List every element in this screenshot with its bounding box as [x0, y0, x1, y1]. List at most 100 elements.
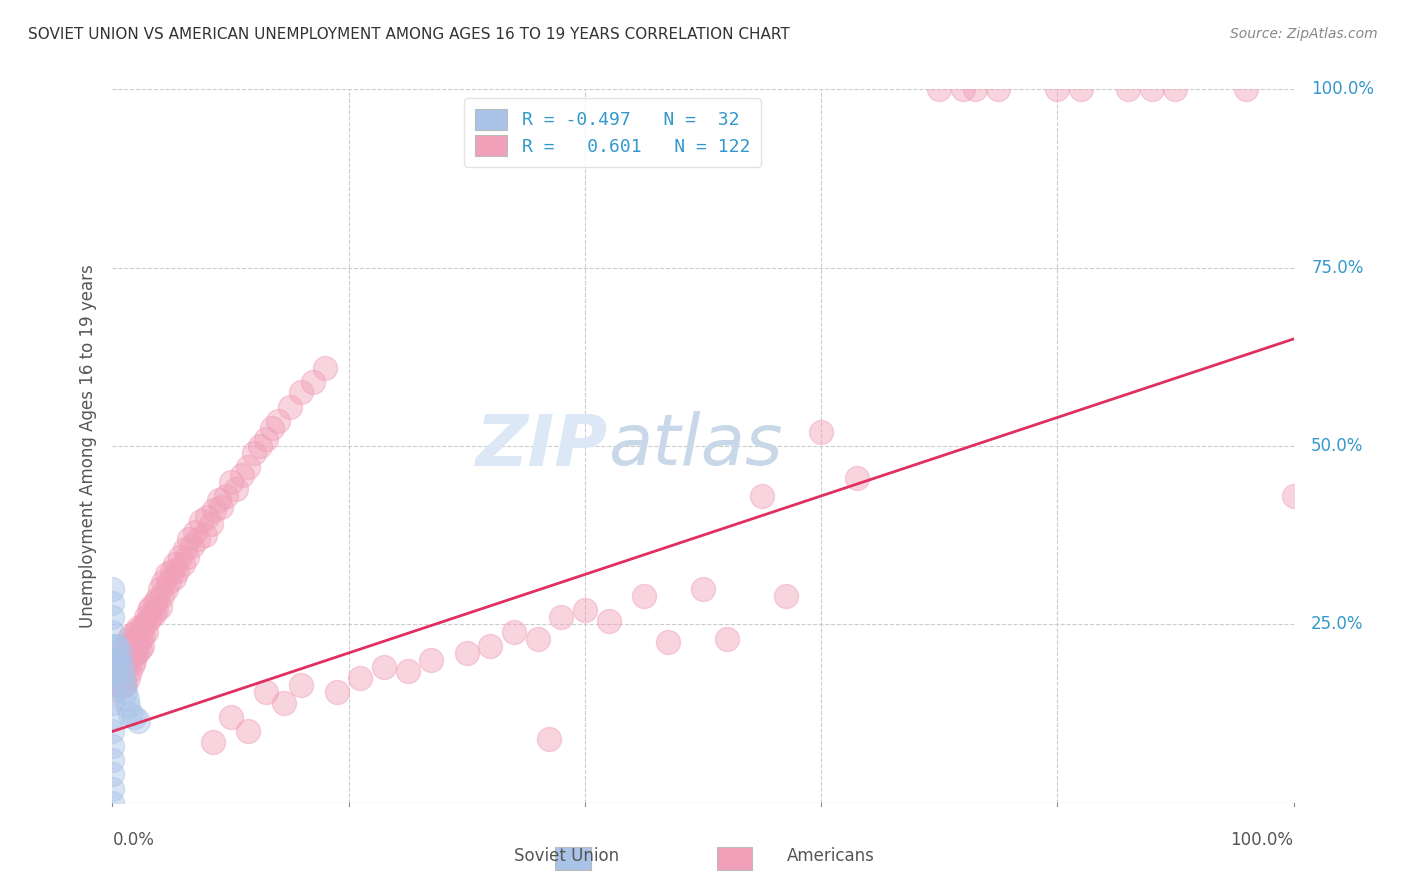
Point — [118, 632, 141, 646]
Point — [142, 607, 165, 621]
Point — [110, 678, 132, 692]
Point — [101, 796, 124, 810]
Point — [135, 624, 157, 639]
Text: SOVIET UNION VS AMERICAN UNEMPLOYMENT AMONG AGES 16 TO 19 YEARS CORRELATION CHAR: SOVIET UNION VS AMERICAN UNEMPLOYMENT AM… — [28, 27, 790, 42]
Point — [134, 617, 156, 632]
Point — [129, 632, 152, 646]
Point — [121, 642, 143, 657]
Point — [254, 685, 277, 699]
Point — [633, 589, 655, 603]
Legend: R = -0.497   N =  32, R =   0.601   N = 122: R = -0.497 N = 32, R = 0.601 N = 122 — [464, 98, 761, 167]
Point — [135, 610, 157, 624]
Point — [124, 646, 146, 660]
Point — [396, 664, 419, 678]
Point — [716, 632, 738, 646]
Point — [267, 414, 290, 428]
Point — [138, 603, 160, 617]
Point — [349, 671, 371, 685]
Point — [657, 635, 679, 649]
Point — [526, 632, 548, 646]
Point — [302, 375, 325, 389]
Point — [165, 557, 187, 571]
Point — [273, 696, 295, 710]
Point — [149, 582, 172, 596]
Point — [117, 657, 139, 671]
Point — [114, 678, 136, 692]
Point — [190, 514, 212, 528]
Point — [111, 671, 134, 685]
Point — [136, 614, 159, 628]
Text: Soviet Union: Soviet Union — [513, 847, 619, 865]
Point — [598, 614, 620, 628]
Point — [176, 549, 198, 564]
Point — [290, 678, 312, 692]
Point — [155, 582, 177, 596]
Point — [131, 621, 153, 635]
Point — [101, 753, 124, 767]
Point — [101, 667, 124, 681]
Point — [231, 467, 253, 482]
Point — [184, 524, 207, 539]
Point — [101, 710, 124, 724]
Point — [122, 635, 145, 649]
Point — [420, 653, 443, 667]
Point — [107, 653, 129, 667]
Point — [1070, 82, 1092, 96]
Text: 75.0%: 75.0% — [1312, 259, 1364, 277]
Point — [373, 660, 395, 674]
Point — [219, 710, 242, 724]
Point — [120, 706, 142, 721]
Point — [179, 532, 201, 546]
Point — [101, 781, 124, 796]
Point — [127, 646, 149, 660]
Point — [225, 482, 247, 496]
Point — [186, 532, 208, 546]
Point — [928, 82, 950, 96]
Point — [194, 528, 217, 542]
Point — [574, 603, 596, 617]
Point — [550, 610, 572, 624]
Point — [112, 671, 135, 685]
Point — [101, 596, 124, 610]
Point — [209, 500, 232, 514]
Point — [200, 517, 222, 532]
Point — [115, 692, 138, 706]
Point — [180, 539, 202, 553]
Point — [215, 489, 238, 503]
Point — [105, 653, 128, 667]
Point — [105, 678, 128, 692]
Point — [105, 639, 128, 653]
Point — [132, 628, 155, 642]
Point — [112, 671, 135, 685]
Text: Source: ZipAtlas.com: Source: ZipAtlas.com — [1230, 27, 1378, 41]
Point — [120, 642, 142, 657]
Point — [104, 639, 127, 653]
Point — [692, 582, 714, 596]
Point — [503, 624, 526, 639]
Point — [118, 646, 141, 660]
Point — [152, 574, 174, 589]
Point — [124, 632, 146, 646]
Point — [538, 731, 561, 746]
Point — [107, 671, 129, 685]
Point — [160, 564, 183, 578]
Point — [101, 610, 124, 624]
Point — [114, 660, 136, 674]
Point — [117, 699, 139, 714]
Point — [127, 635, 149, 649]
Point — [101, 674, 124, 689]
Text: ZIP: ZIP — [477, 411, 609, 481]
Point — [1164, 82, 1187, 96]
Point — [101, 653, 124, 667]
Point — [110, 664, 132, 678]
Point — [104, 653, 127, 667]
Point — [141, 599, 163, 614]
Point — [278, 400, 301, 414]
Point — [260, 421, 283, 435]
Text: 50.0%: 50.0% — [1312, 437, 1364, 455]
Point — [810, 425, 832, 439]
Point — [111, 653, 134, 667]
Point — [145, 603, 167, 617]
Point — [1234, 82, 1257, 96]
Point — [845, 471, 868, 485]
